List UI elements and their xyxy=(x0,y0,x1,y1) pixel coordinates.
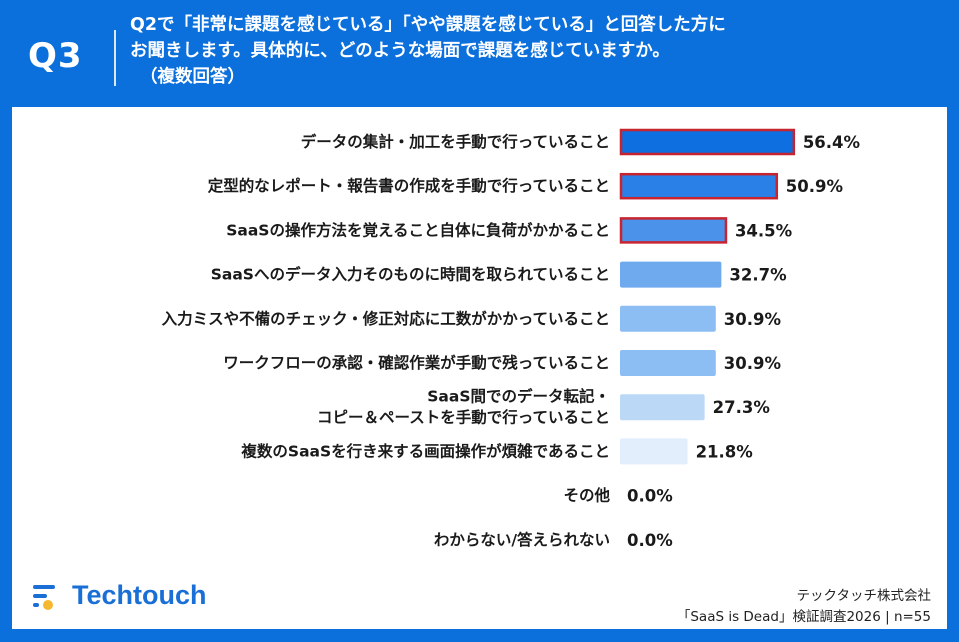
question-note: （複数回答） xyxy=(140,67,245,87)
chart-panel xyxy=(12,107,947,629)
question-line-1: Q2で「非常に課題を感じている」「やや課題を感じている」と回答した方に xyxy=(130,15,726,35)
category-label: ワークフローの承認・確認作業が手動で残っていること xyxy=(223,353,610,372)
value-label: 32.7% xyxy=(729,266,787,285)
question-text: Q2で「非常に課題を感じている」「やや課題を感じている」と回答した方に お聞きし… xyxy=(130,12,726,90)
value-label: 27.3% xyxy=(713,398,771,417)
question-header: Q3 Q2で「非常に課題を感じている」「やや課題を感じている」と回答した方に お… xyxy=(0,0,959,106)
category-label: SaaS間でのデータ転記・ xyxy=(427,387,610,406)
logo-text: Techtouch xyxy=(72,580,207,610)
value-label: 56.4% xyxy=(803,133,861,152)
value-label: 0.0% xyxy=(627,487,673,506)
value-label: 34.5% xyxy=(735,221,793,240)
category-label: 複数のSaaSを行き来する画面操作が煩雑であること xyxy=(240,441,610,460)
category-label: SaaSへのデータ入力そのものに時間を取られていること xyxy=(211,265,610,284)
header-divider xyxy=(114,30,116,86)
value-label: 30.9% xyxy=(724,310,782,329)
company-name: テックタッチ株式会社 xyxy=(796,588,931,604)
value-label: 0.0% xyxy=(627,531,673,550)
category-label: その他 xyxy=(563,486,610,505)
bar xyxy=(619,172,779,200)
category-label: SaaSの操作方法を覚えること自体に負荷がかかること xyxy=(226,220,610,239)
category-label: コピー＆ペーストを手動で行っていること xyxy=(317,408,610,427)
credit: テックタッチ株式会社 「SaaS is Dead」検証調査2026 | n=55 xyxy=(677,586,931,628)
category-label: 入力ミスや不備のチェック・修正対応に工数がかかっていること xyxy=(162,309,610,328)
bar xyxy=(619,128,796,156)
survey-info: 「SaaS is Dead」検証調査2026 | n=55 xyxy=(676,609,931,625)
bar xyxy=(620,261,722,288)
bar xyxy=(620,394,705,421)
category-label: 定型的なレポート・報告書の作成を手動で行っていること xyxy=(208,176,610,195)
bar xyxy=(620,305,716,332)
question-number: Q3 xyxy=(28,36,83,76)
value-label: 21.8% xyxy=(696,442,754,461)
value-label: 30.9% xyxy=(724,354,782,373)
bar xyxy=(620,350,716,376)
question-line-2: お聞きします。具体的に、どのような場面で課題を感じていますか。 xyxy=(130,41,670,61)
value-label: 50.9% xyxy=(786,177,844,196)
logo-icon xyxy=(33,584,55,610)
category-label: データの集計・加工を手動で行っていること xyxy=(301,132,610,151)
techtouch-logo: Techtouch xyxy=(32,580,207,611)
bar xyxy=(619,217,728,244)
category-label: わからない/答えられない xyxy=(434,530,610,549)
bar xyxy=(620,438,688,465)
